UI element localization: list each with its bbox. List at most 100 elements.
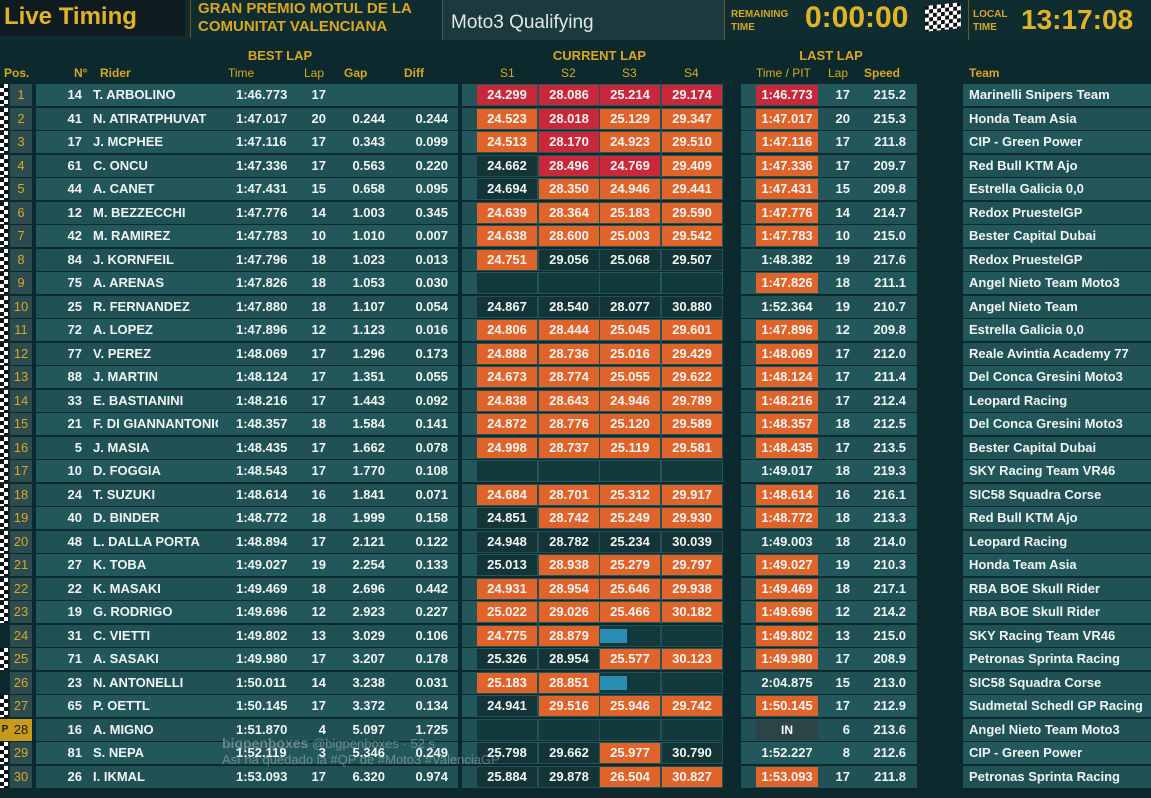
table-row[interactable]: 19 40 D. BINDER 1:48.772 18 1.999 0.158 24.851 2… bbox=[0, 507, 1151, 529]
top-speed: 212.9 bbox=[873, 698, 906, 713]
rider-name[interactable]: A. ARENAS bbox=[93, 275, 165, 290]
table-row[interactable]: 13 88 J. MARTIN 1:48.124 17 1.351 0.055 24.673 2… bbox=[0, 366, 1151, 388]
table-row[interactable]: 30 26 I. IKMAL 1:53.093 17 6.320 0.974 25.884 29… bbox=[0, 766, 1151, 788]
rider-name[interactable]: N. ATIRATPHUVAT bbox=[93, 111, 207, 126]
position-cell: 7 bbox=[0, 225, 34, 247]
gap-value: 3.372 bbox=[352, 698, 385, 713]
last-lap-number: 12 bbox=[835, 604, 850, 619]
rider-name[interactable]: C. VIETTI bbox=[93, 628, 151, 643]
gap-value: 1.999 bbox=[352, 510, 385, 525]
rider-name[interactable]: K. TOBA bbox=[93, 557, 147, 572]
rider-name[interactable]: A. LOPEZ bbox=[93, 322, 153, 337]
sector-s1-time: 24.638 bbox=[477, 226, 537, 246]
table-row[interactable]: 17 10 D. FOGGIA 1:48.543 17 1.770 0.108 1:49.01… bbox=[0, 460, 1151, 482]
best-lap-time: 1:48.124 bbox=[236, 369, 288, 384]
table-row[interactable]: 18 24 T. SUZUKI 1:48.614 16 1.841 0.071 24.684 2… bbox=[0, 484, 1151, 506]
column-separator bbox=[723, 390, 741, 412]
table-row[interactable]: 6 12 M. BEZZECCHI 1:47.776 14 1.003 0.345 24.63… bbox=[0, 202, 1151, 224]
rider-name[interactable]: L. DALLA PORTA bbox=[93, 534, 200, 549]
rider-name[interactable]: T. SUZUKI bbox=[93, 487, 156, 502]
position-cell: 22 bbox=[0, 578, 34, 600]
table-row[interactable]: 11 72 A. LOPEZ 1:47.896 12 1.123 0.016 24.806 28… bbox=[0, 319, 1151, 341]
table-row[interactable]: 24 31 C. VIETTI 1:49.802 13 3.029 0.106 24.775 2… bbox=[0, 625, 1151, 647]
local-time-label: LOCAL TIME bbox=[973, 8, 1007, 34]
rider-name[interactable]: I. IKMAL bbox=[93, 769, 145, 784]
table-row[interactable]: 14 33 E. BASTIANINI 1:48.216 17 1.443 0.092 24.… bbox=[0, 390, 1151, 412]
table-row[interactable]: 16 5 J. MASIA 1:48.435 17 1.662 0.078 24.998 28.… bbox=[0, 437, 1151, 459]
table-row[interactable]: 22 22 K. MASAKI 1:49.469 18 2.696 0.442 24.931 2… bbox=[0, 578, 1151, 600]
rider-name[interactable]: N. ANTONELLI bbox=[93, 675, 184, 690]
table-row[interactable]: 12 77 V. PEREZ 1:48.069 17 1.296 0.173 24.888 28… bbox=[0, 343, 1151, 365]
rider-name[interactable]: G. RODRIGO bbox=[93, 604, 173, 619]
gap-value: 3.207 bbox=[352, 651, 385, 666]
table-row[interactable]: 27 65 P. OETTL 1:50.145 17 3.372 0.134 24.941 29… bbox=[0, 695, 1151, 717]
table-row[interactable]: 8 84 J. KORNFEIL 1:47.796 18 1.023 0.013 24.751… bbox=[0, 249, 1151, 271]
rider-name[interactable]: J. KORNFEIL bbox=[93, 252, 174, 267]
rider-number: 19 bbox=[67, 604, 82, 619]
table-row[interactable]: 5 44 A. CANET 1:47.431 15 0.658 0.095 24.694 28.… bbox=[0, 178, 1151, 200]
position-number: 29 bbox=[10, 742, 32, 764]
position-cell: 30 bbox=[0, 766, 34, 788]
table-row[interactable]: 9 75 A. ARENAS 1:47.826 18 1.053 0.030 1:47.826… bbox=[0, 272, 1151, 294]
sector-s1-time: 24.662 bbox=[477, 156, 537, 176]
rider-name[interactable]: K. MASAKI bbox=[93, 581, 161, 596]
top-speed: 215.0 bbox=[873, 228, 906, 243]
diff-value: 0.071 bbox=[415, 487, 448, 502]
table-row[interactable]: 2 41 N. ATIRATPHUVAT 1:47.017 20 0.244 0.244 24… bbox=[0, 108, 1151, 130]
table-row[interactable]: 23 19 G. RODRIGO 1:49.696 12 2.923 0.227 25.022… bbox=[0, 601, 1151, 623]
position-cell: 5 bbox=[0, 178, 34, 200]
team-name: Marinelli Snipers Team bbox=[969, 87, 1110, 102]
sector-progress-bar bbox=[600, 676, 627, 690]
table-row[interactable]: 3 17 J. MCPHEE 1:47.116 17 0.343 0.099 24.513 28… bbox=[0, 131, 1151, 153]
rider-name[interactable]: E. BASTIANINI bbox=[93, 393, 184, 408]
last-lap-time: 1:48.124 bbox=[756, 367, 818, 387]
rider-name[interactable]: M. RAMIREZ bbox=[93, 228, 171, 243]
column-separator bbox=[917, 507, 963, 529]
team-name: CIP - Green Power bbox=[969, 134, 1083, 149]
table-row[interactable]: 15 21 F. DI GIANNANTONIO 1:48.357 18 1.584 0.1… bbox=[0, 413, 1151, 435]
rider-name[interactable]: M. BEZZECCHI bbox=[93, 205, 186, 220]
table-row[interactable]: 25 71 A. SASAKI 1:49.980 17 3.207 0.178 25.326 2… bbox=[0, 648, 1151, 670]
best-lap-time: 1:47.826 bbox=[236, 275, 288, 290]
position-cell: 27 bbox=[0, 695, 34, 717]
table-row[interactable]: 10 25 R. FERNANDEZ 1:47.880 18 1.107 0.054 24.8… bbox=[0, 296, 1151, 318]
table-row[interactable]: 7 42 M. RAMIREZ 1:47.783 10 1.010 0.007 24.638 2… bbox=[0, 225, 1151, 247]
column-separator bbox=[917, 108, 963, 130]
best-lap-time: 1:47.776 bbox=[236, 205, 288, 220]
rider-name[interactable]: V. PEREZ bbox=[93, 346, 152, 361]
rider-name[interactable]: A. MIGNO bbox=[93, 722, 154, 737]
sector-s3-time: 25.003 bbox=[600, 226, 660, 246]
rider-name[interactable]: T. ARBOLINO bbox=[93, 87, 176, 102]
rider-name[interactable]: D. FOGGIA bbox=[93, 463, 161, 478]
rider-name[interactable]: F. DI GIANNANTONIO bbox=[93, 416, 218, 431]
rider-name[interactable]: A. SASAKI bbox=[93, 651, 159, 666]
table-row[interactable]: 29 81 S. NEPA 1:52.119 3 5.346 0.249 25.798 29.6… bbox=[0, 742, 1151, 764]
rider-name[interactable]: J. MARTIN bbox=[93, 369, 158, 384]
table-row[interactable]: 21 27 K. TOBA 1:49.027 19 2.254 0.133 25.013 28.… bbox=[0, 554, 1151, 576]
rider-name[interactable]: J. MASIA bbox=[93, 440, 150, 455]
column-separator bbox=[458, 108, 462, 130]
rider-name[interactable]: P. OETTL bbox=[93, 698, 150, 713]
sector-s1-time: 24.751 bbox=[477, 250, 537, 270]
table-row[interactable]: 20 48 L. DALLA PORTA 1:48.894 17 2.121 0.122 24… bbox=[0, 531, 1151, 553]
diff-value: 0.134 bbox=[415, 698, 448, 713]
rider-name[interactable]: R. FERNANDEZ bbox=[93, 299, 190, 314]
table-row[interactable]: 26 23 N. ANTONELLI 1:50.011 14 3.238 0.031 25.1… bbox=[0, 672, 1151, 694]
checkered-flag-icon bbox=[0, 507, 8, 529]
col-s4: S4 bbox=[684, 66, 699, 80]
table-row[interactable]: 1 14 T. ARBOLINO 1:46.773 17 24.299 28.086 25.2… bbox=[0, 84, 1151, 106]
best-lap-time: 1:48.614 bbox=[236, 487, 288, 502]
position-cell: 11 bbox=[0, 319, 34, 341]
rider-name[interactable]: J. MCPHEE bbox=[93, 134, 164, 149]
column-separator bbox=[917, 225, 963, 247]
rider-name[interactable]: A. CANET bbox=[93, 181, 155, 196]
last-lap-number: 18 bbox=[835, 534, 850, 549]
column-separator bbox=[723, 766, 741, 788]
rider-name[interactable]: C. ONCU bbox=[93, 158, 148, 173]
rider-name[interactable]: S. NEPA bbox=[93, 745, 145, 760]
rider-name[interactable]: D. BINDER bbox=[93, 510, 160, 525]
table-row[interactable]: 4 61 C. ONCU 1:47.336 17 0.563 0.220 24.662 28.4… bbox=[0, 155, 1151, 177]
team-name: Estrella Galicia 0,0 bbox=[969, 181, 1084, 196]
diff-value bbox=[402, 84, 448, 106]
table-row[interactable]: P 28 16 A. MIGNO 1:51.870 4 5.097 1.725 IN 6 213.6… bbox=[0, 719, 1151, 741]
